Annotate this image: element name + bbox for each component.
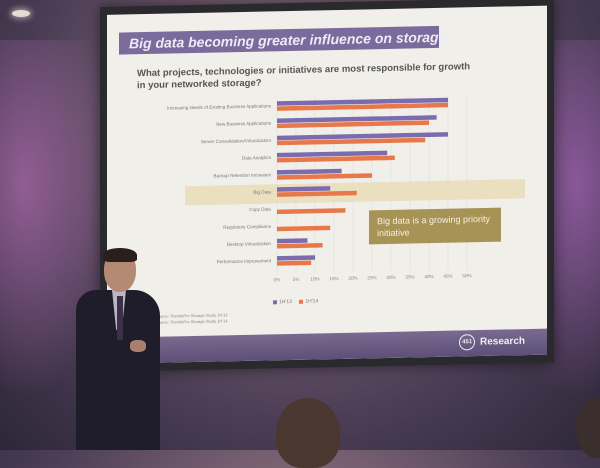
- bar: [277, 150, 388, 158]
- category-label: Regulatory Compliance: [223, 224, 271, 230]
- category-label: New Business Applications: [216, 121, 272, 127]
- audience-head: [576, 398, 600, 458]
- bar-chart: Increasing Needs of Existing Business Ap…: [167, 93, 525, 282]
- bar: [277, 102, 448, 111]
- x-tick-label: 30%: [386, 275, 395, 280]
- legend-label: 1H'14: [305, 298, 319, 305]
- legend-swatch: [299, 299, 304, 304]
- x-tick-label: 15%: [329, 276, 338, 281]
- x-tick-label: 20%: [348, 276, 357, 281]
- bar: [277, 255, 315, 261]
- legend-label: 1H'13: [279, 298, 292, 306]
- x-tick-label: 40%: [424, 274, 433, 279]
- bar: [277, 120, 429, 129]
- category-label: Data Analytics: [242, 155, 272, 161]
- category-label: Increasing Needs of Existing Business Ap…: [167, 103, 272, 110]
- category-label: Big Data: [253, 189, 271, 194]
- callout-box: Big data is a growing priority initiativ…: [369, 207, 501, 245]
- x-tick-label: 35%: [405, 274, 414, 279]
- source-note: Source: TheInfoPro Storage Study 1H'13 S…: [155, 312, 228, 326]
- presenter-tie: [117, 296, 123, 340]
- bar: [277, 173, 372, 180]
- bar: [277, 155, 395, 163]
- bar: [277, 168, 342, 175]
- bar: [277, 238, 308, 244]
- bar: [277, 97, 448, 106]
- x-tick-label: 0%: [274, 277, 281, 282]
- ceiling-light: [12, 10, 30, 17]
- x-tick-label: 25%: [367, 275, 376, 280]
- bar: [277, 115, 437, 123]
- bar: [277, 132, 448, 141]
- x-tick-label: 45%: [443, 274, 452, 279]
- category-label: Performance Improvement: [217, 258, 272, 264]
- x-tick-label: 50%: [462, 273, 471, 278]
- category-label: Backup Retention Increases: [214, 172, 272, 178]
- category-label: Server Consolidation/Virtualization: [201, 138, 272, 144]
- legend-swatch: [273, 299, 277, 305]
- presenter-hand: [130, 340, 146, 352]
- presenter-hair: [103, 248, 137, 262]
- bar: [277, 137, 426, 146]
- logo: 451 Research: [459, 333, 525, 351]
- audience-head: [276, 398, 340, 468]
- x-tick-label: 5%: [293, 277, 300, 282]
- bar: [277, 190, 357, 197]
- category-label: Copy Data: [249, 207, 271, 212]
- logo-circle: 451: [459, 334, 476, 351]
- logo-text: Research: [479, 335, 525, 348]
- bar: [277, 225, 331, 232]
- projection-screen: Big data becoming greater influence on s…: [100, 0, 554, 373]
- bar: [277, 186, 331, 192]
- category-label: Desktop Virtualization: [227, 241, 272, 247]
- x-tick-label: 10%: [310, 276, 319, 281]
- chart-legend: 1H'13 1H'14: [267, 298, 318, 305]
- bar: [277, 208, 346, 215]
- slide: Big data becoming greater influence on s…: [107, 5, 547, 364]
- bar: [277, 243, 323, 249]
- bar: [277, 260, 312, 266]
